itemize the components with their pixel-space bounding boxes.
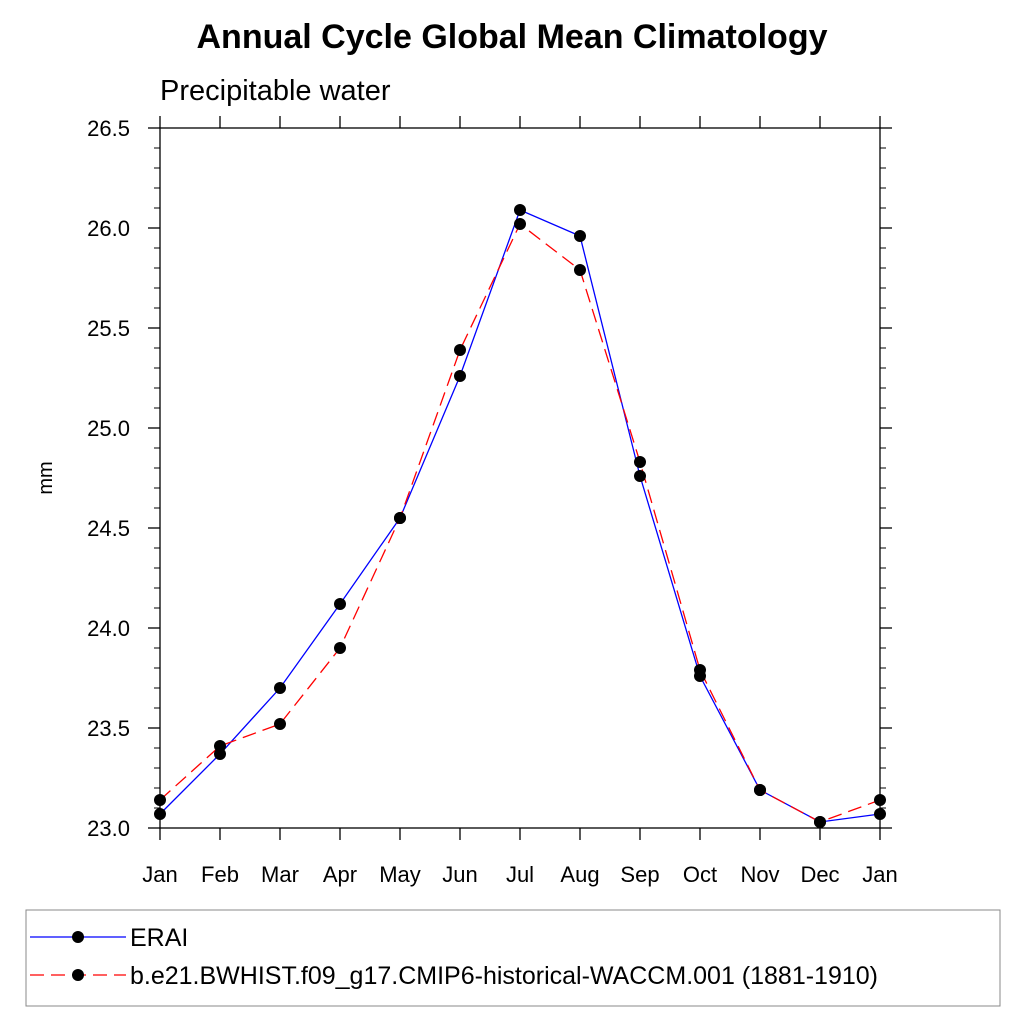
legend-label-1: ERAI bbox=[130, 924, 188, 952]
series-2-point bbox=[454, 344, 466, 356]
series-2-point bbox=[574, 264, 586, 276]
x-tick-label: Sep bbox=[620, 862, 659, 887]
series-2-point bbox=[754, 784, 766, 796]
chart-title: Annual Cycle Global Mean Climatology bbox=[197, 18, 828, 56]
x-tick-label: Apr bbox=[323, 862, 357, 887]
series-1-point bbox=[574, 230, 586, 242]
y-tick-label: 23.0 bbox=[87, 816, 130, 841]
x-tick-label: Dec bbox=[800, 862, 839, 887]
x-tick-label: Feb bbox=[201, 862, 239, 887]
legend: ERAI b.e21.BWHIST.f09_g17.CMIP6-historica… bbox=[25, 909, 1001, 1007]
x-tick-label: May bbox=[379, 862, 421, 887]
series-2-point bbox=[394, 512, 406, 524]
x-tick-label: Jan bbox=[862, 862, 897, 887]
x-tick-label: Mar bbox=[261, 862, 299, 887]
y-tick-label: 25.0 bbox=[87, 416, 130, 441]
chart-subtitle: Precipitable water bbox=[160, 75, 391, 107]
series-1-point bbox=[454, 370, 466, 382]
legend-marker-1 bbox=[72, 931, 84, 943]
plot-frame bbox=[159, 127, 881, 829]
series-1-point bbox=[514, 204, 526, 216]
series-line-1 bbox=[159, 209, 881, 823]
series-2-point bbox=[634, 456, 646, 468]
y-tick-label: 24.0 bbox=[87, 616, 130, 641]
series-2-point bbox=[814, 816, 826, 828]
series-2-point bbox=[514, 218, 526, 230]
legend-marker-2 bbox=[72, 969, 84, 981]
x-tick-label: Aug bbox=[560, 862, 599, 887]
series-1-point bbox=[334, 598, 346, 610]
series-line-2 bbox=[159, 222, 881, 823]
x-tick-label: Oct bbox=[683, 862, 717, 887]
y-tick-label: 26.5 bbox=[87, 116, 130, 141]
series-2-point bbox=[274, 718, 286, 730]
y-tick-label: 26.0 bbox=[87, 216, 130, 241]
y-axis-label: mm bbox=[35, 461, 57, 494]
legend-label-2: b.e21.BWHIST.f09_g17.CMIP6-historical-WA… bbox=[130, 962, 878, 990]
plot-area: Jan Feb Mar Apr May Jun Jul Aug Sep Oct Nov Dec Jan 2… bbox=[87, 116, 898, 887]
x-tick-label: Jun bbox=[442, 862, 477, 887]
y-tick-label: 25.5 bbox=[87, 316, 130, 341]
legend-box bbox=[25, 909, 1001, 1007]
series-1-point bbox=[274, 682, 286, 694]
series-2-point bbox=[334, 642, 346, 654]
x-tick-label: Jul bbox=[506, 862, 534, 887]
y-tick-label: 24.5 bbox=[87, 516, 130, 541]
x-tick-label: Nov bbox=[740, 862, 779, 887]
x-tick-label: Jan bbox=[142, 862, 177, 887]
y-tick-label: 23.5 bbox=[87, 716, 130, 741]
series-2-point bbox=[214, 740, 226, 752]
series-1-point bbox=[634, 470, 646, 482]
series-2-point bbox=[694, 664, 706, 676]
